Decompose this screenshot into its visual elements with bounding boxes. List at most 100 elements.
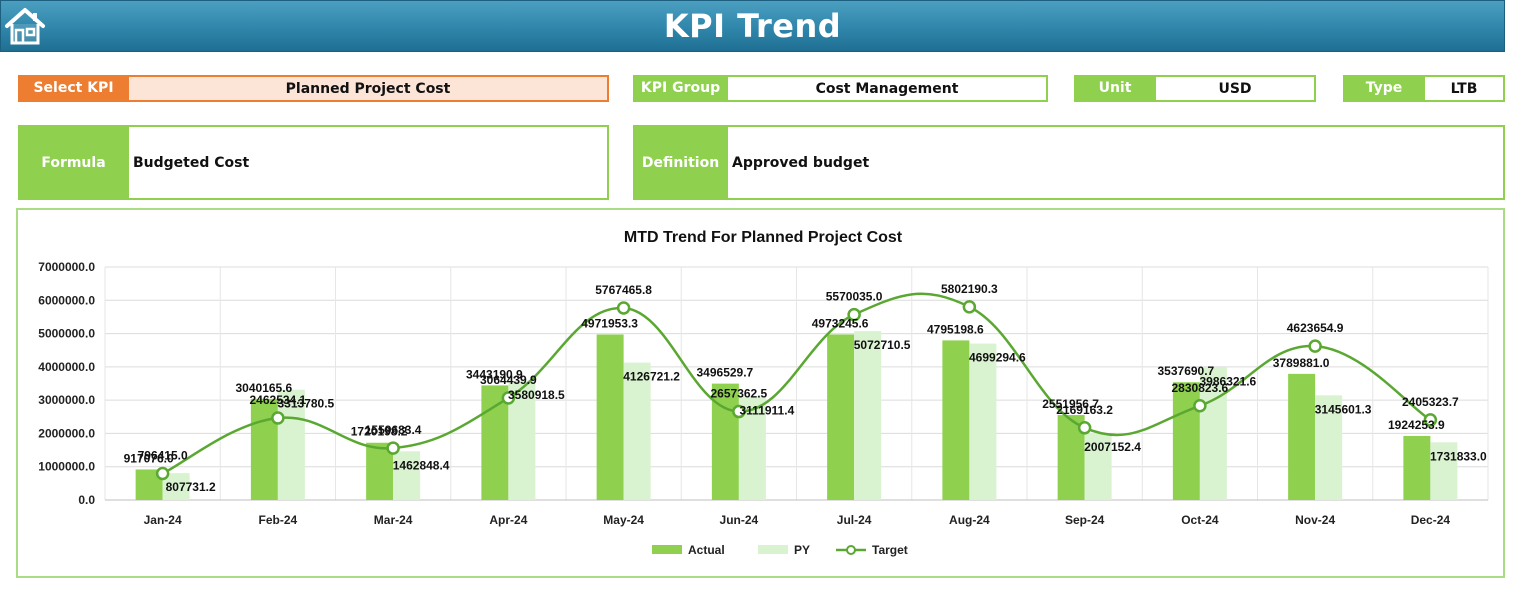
y-tick-label: 2000000.0 [38, 426, 95, 440]
target-data-label: 5802190.3 [941, 282, 998, 296]
y-tick-label: 7000000.0 [38, 260, 95, 274]
kpi-group-field: KPI Group Cost Management [633, 75, 1048, 102]
py-data-label: 4699294.6 [969, 351, 1026, 365]
page-title: KPI Trend [663, 7, 842, 45]
actual-data-label: 3443190.9 [466, 367, 523, 381]
actual-data-label: 4971953.3 [581, 317, 638, 331]
py-data-label: 807731.2 [166, 480, 216, 494]
definition-label: Definition [633, 125, 728, 200]
y-tick-label: 6000000.0 [38, 293, 95, 307]
actual-data-label: 2551956.7 [1042, 397, 1099, 411]
x-tick-label: Jun-24 [720, 513, 759, 527]
py-data-label: 3111911.4 [740, 403, 795, 417]
target-data-label: 2830823.6 [1172, 381, 1229, 395]
target-data-label: 2462534.1 [250, 393, 307, 407]
legend-swatch [652, 545, 682, 554]
x-tick-label: Feb-24 [259, 513, 298, 527]
target-point [155, 466, 170, 481]
target-point [732, 404, 746, 419]
trend-chart-panel: MTD Trend For Planned Project Cost 0.0 10… [16, 208, 1505, 578]
kpi-group-value: Cost Management [728, 75, 1048, 102]
py-data-label: 3986321.6 [1200, 374, 1257, 388]
definition-box: Definition Approved budget [633, 125, 1505, 200]
actual-data-label: 1720198.2 [351, 425, 408, 439]
target-data-label: 3064439.9 [480, 373, 537, 387]
py-data-label: 1462848.4 [393, 458, 450, 472]
bar-actual [827, 334, 855, 500]
bar-actual [1403, 435, 1431, 500]
y-tick-label: 0.0 [78, 493, 95, 507]
bar-py [854, 331, 882, 500]
x-tick-label: Nov-24 [1295, 513, 1335, 527]
target-data-label: 796415.0 [138, 448, 188, 462]
y-tick-label: 4000000.0 [38, 360, 95, 374]
type-value: LTB [1425, 75, 1505, 102]
bar-actual [1172, 382, 1200, 500]
target-point [386, 441, 400, 455]
x-tick-label: Dec-24 [1411, 513, 1451, 527]
type-field: Type LTB [1343, 75, 1505, 102]
bar-py [1315, 395, 1343, 500]
x-tick-label: Apr-24 [489, 513, 527, 527]
target-point [501, 391, 516, 405]
bar-actual [481, 385, 509, 500]
header-bar: KPI Trend [0, 0, 1505, 52]
x-tick-label: Jul-24 [837, 513, 872, 527]
select-kpi-dropdown[interactable]: Planned Project Cost [129, 75, 609, 102]
bar-py [1430, 442, 1458, 500]
target-point [962, 300, 977, 314]
legend-label: Target [872, 543, 908, 557]
target-data-label: 5767465.8 [595, 283, 652, 297]
bar-py [1199, 367, 1227, 500]
actual-data-label: 4973245.6 [812, 316, 869, 330]
x-tick-label: Sep-24 [1065, 513, 1105, 527]
x-tick-label: May-24 [603, 513, 644, 527]
home-button[interactable] [4, 6, 46, 46]
target-point [1423, 413, 1438, 427]
target-point [1077, 421, 1092, 435]
trend-chart: MTD Trend For Planned Project Cost 0.0 10… [38, 229, 1489, 557]
unit-label: Unit [1074, 75, 1156, 102]
py-data-label: 1731833.0 [1430, 449, 1487, 463]
select-kpi-label: Select KPI [18, 75, 129, 102]
target-point [616, 301, 631, 315]
kpi-group-label: KPI Group [633, 75, 728, 102]
actual-data-label: 3789881.0 [1273, 356, 1330, 370]
target-point [847, 307, 861, 322]
target-data-label: 5570035.0 [826, 290, 883, 304]
unit-value: USD [1156, 75, 1316, 102]
bar-py [969, 343, 997, 500]
actual-data-label: 4795198.6 [927, 322, 984, 336]
x-tick-label: Oct-24 [1181, 513, 1219, 527]
formula-label: Formula [18, 125, 129, 200]
actual-data-label: 3496529.7 [697, 366, 754, 380]
formula-value: Budgeted Cost [129, 125, 609, 200]
py-data-label: 4126721.2 [623, 370, 680, 384]
actual-data-label: 1924253.9 [1388, 418, 1445, 432]
py-data-label: 3313780.5 [278, 397, 335, 411]
actual-data-label: 3537690.7 [1158, 364, 1215, 378]
target-point [271, 411, 285, 425]
bar-py [277, 389, 305, 500]
target-data-label: 4623654.9 [1287, 321, 1344, 335]
home-icon [5, 8, 45, 45]
bar-py [623, 362, 651, 500]
target-data-label: 2169163.2 [1056, 403, 1113, 417]
definition-value: Approved budget [728, 125, 1505, 200]
target-point [1193, 399, 1207, 413]
py-data-label: 3145601.3 [1315, 402, 1372, 416]
y-tick-label: 3000000.0 [38, 393, 95, 407]
actual-data-label: 3040165.6 [236, 381, 293, 395]
target-data-label: 2405323.7 [1402, 395, 1459, 409]
target-point [1308, 339, 1322, 353]
legend-label: PY [794, 543, 810, 557]
y-tick-label: 5000000.0 [38, 327, 95, 341]
legend-label: Actual [688, 543, 725, 557]
select-kpi-field: Select KPI Planned Project Cost [18, 75, 609, 102]
target-data-label: 1559683.4 [365, 423, 422, 437]
x-tick-label: Mar-24 [374, 513, 413, 527]
target-data-label: 2657362.5 [711, 387, 768, 401]
py-data-label: 3580918.5 [508, 388, 565, 402]
bar-py [393, 451, 421, 500]
bar-actual [942, 340, 970, 500]
